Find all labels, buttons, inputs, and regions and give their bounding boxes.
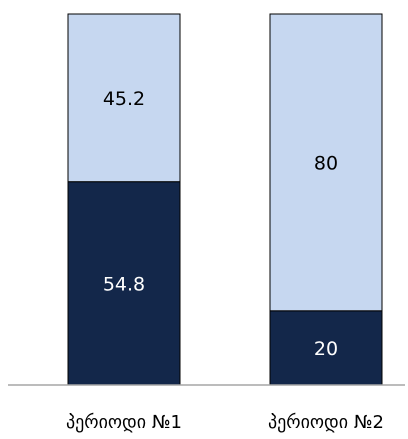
bar-segment-1-1 — [67, 181, 181, 386]
data-label-1-2: 45.2 — [103, 88, 145, 110]
data-labels-group: 54.8 45.2 20 80 — [103, 88, 338, 360]
category-labels-group: პერიოდი №1 პერიოდი №2 — [66, 412, 384, 433]
data-label-2-1: 20 — [314, 338, 338, 360]
bar-segment-1-2 — [67, 13, 181, 183]
bar-segment-2-2 — [269, 13, 383, 312]
bars-group — [67, 13, 383, 386]
data-label-1-1: 54.8 — [103, 273, 145, 295]
data-label-2-2: 80 — [314, 152, 338, 174]
category-label-2: პერიოდი №2 — [268, 412, 384, 433]
category-label-1: პერიოდი №1 — [66, 412, 182, 433]
